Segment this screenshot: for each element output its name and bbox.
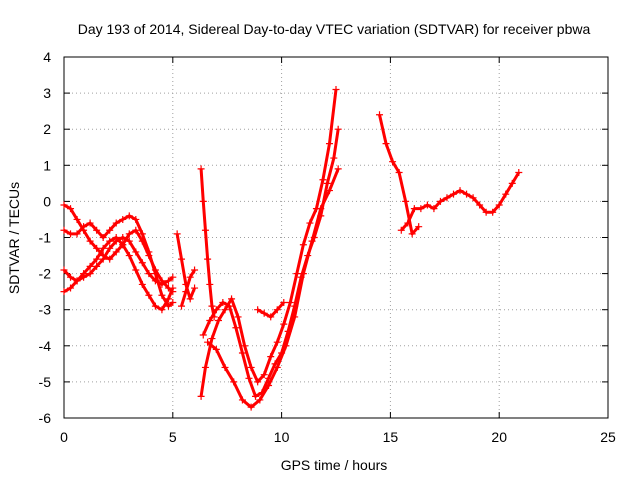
y-tick-label: 2 (43, 121, 51, 137)
series-trace (180, 269, 196, 307)
series-seg-f (178, 266, 199, 310)
series-seg-b (60, 212, 177, 310)
x-tick-label: 15 (383, 429, 399, 445)
series-seg-c (60, 234, 177, 288)
series-seg-k (254, 298, 288, 321)
y-tick-label: -4 (39, 338, 52, 354)
y-tick-label: 4 (43, 49, 51, 65)
series-seg-d (60, 234, 177, 314)
y-tick-label: -1 (39, 230, 52, 246)
series-seg-j (204, 165, 342, 411)
data-points (60, 85, 523, 411)
series-trace (256, 301, 285, 319)
series-trace (400, 171, 521, 232)
grid (64, 57, 608, 418)
x-ticks: 0 5 10 15 20 25 (60, 57, 616, 445)
y-tick-label: 0 (43, 193, 51, 209)
x-tick-label: 25 (600, 429, 616, 445)
y-axis-label: SDTVAR / TECUs (6, 182, 22, 294)
series-trace (378, 114, 420, 236)
series-trace (201, 128, 340, 398)
y-tick-label: -5 (39, 374, 52, 390)
x-tick-label: 10 (274, 429, 290, 445)
x-tick-label: 20 (491, 429, 507, 445)
y-tick-label: 3 (43, 85, 51, 101)
y-tick-label: 1 (43, 157, 51, 173)
x-tick-label: 5 (169, 429, 177, 445)
x-axis-label: GPS time / hours (281, 457, 388, 473)
y-ticks: -6 -5 -4 -3 -2 -1 0 1 2 3 4 (39, 49, 608, 426)
series-seg-l (376, 111, 423, 238)
series-trace (63, 214, 174, 308)
y-tick-label: -3 (39, 302, 52, 318)
y-tick-label: -2 (39, 266, 52, 282)
series-trace (63, 236, 175, 312)
y-tick-label: -6 (39, 410, 52, 426)
series-trace (199, 168, 216, 318)
x-tick-label: 0 (60, 429, 68, 445)
series-seg-h (197, 85, 340, 400)
series-trace (175, 233, 196, 301)
series-seg-m (397, 169, 523, 234)
series-seg-g (197, 165, 218, 321)
series-trace (199, 89, 338, 397)
series-trace (206, 168, 340, 409)
chart-title: Day 193 of 2014, Sidereal Day-to-day VTE… (78, 21, 591, 37)
